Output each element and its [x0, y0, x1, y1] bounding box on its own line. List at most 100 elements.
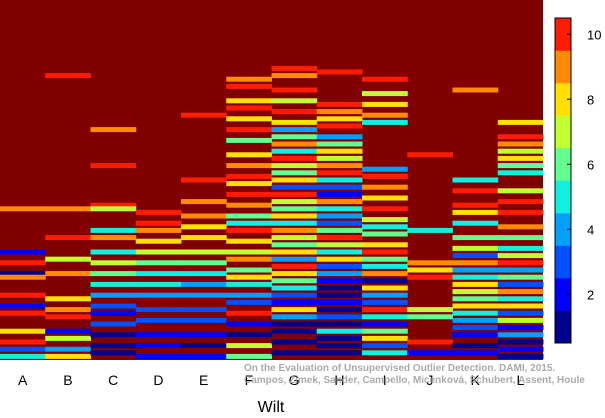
stripe-H-14 [316, 199, 363, 205]
stripe-K-0 [452, 87, 499, 93]
stripe-L-25 [497, 339, 544, 345]
stripe-K-7 [452, 245, 499, 251]
x-tick-label-F: F [245, 372, 254, 388]
stripe-I-2 [362, 101, 408, 107]
stripe-B-3 [45, 256, 91, 262]
stripe-H-8 [316, 155, 363, 161]
stripe-I-15 [362, 256, 408, 262]
colorbar-tick-label-6: 6 [587, 157, 594, 172]
stripe-C-12 [90, 310, 137, 316]
stripe-F-11 [226, 191, 272, 197]
stripe-A-4 [0, 274, 46, 280]
stripe-K-18 [452, 325, 499, 331]
x-tick-label-I: I [383, 372, 387, 388]
stripe-G-27 [271, 278, 318, 284]
stripe-D-10 [135, 317, 182, 323]
stripe-H-21 [316, 249, 363, 255]
stripe-G-8 [271, 141, 318, 147]
colorbar-tick-label-2: 2 [587, 287, 594, 302]
stripe-H-16 [316, 213, 363, 219]
stripe-G-20 [271, 227, 318, 233]
x-tick-label-H: H [334, 372, 344, 388]
stripe-K-14 [452, 296, 499, 302]
stripe-G-23 [271, 249, 318, 255]
stripe-A-2 [0, 260, 46, 266]
stripe-H-27 [316, 292, 363, 298]
stripe-F-21 [226, 281, 272, 287]
stripe-J-5 [407, 307, 453, 313]
stripe-G-1 [271, 73, 318, 79]
stripe-H-5 [316, 134, 363, 140]
x-tick-label-B: B [63, 372, 72, 388]
stripe-L-5 [497, 163, 544, 169]
stripe-A-7 [0, 310, 46, 316]
stripe-F-8 [226, 163, 272, 169]
stripe-I-28 [362, 350, 408, 356]
colorbar: 2 4 6 8 10 [554, 17, 601, 344]
stripe-D-8 [135, 292, 182, 298]
stripe-E-7 [181, 260, 227, 266]
stripe-A-6 [0, 303, 46, 309]
stripe-I-6 [362, 173, 408, 179]
stripe-F-27 [226, 343, 272, 349]
stripe-G-33 [271, 321, 318, 327]
colorbar-segment-8 [555, 83, 571, 116]
stripe-H-6 [316, 141, 363, 147]
stripe-K-8 [452, 253, 499, 259]
stripe-E-2 [181, 199, 227, 205]
stripe-K-11 [452, 274, 499, 280]
stripe-C-9 [90, 281, 137, 287]
colorbar-tick-label-10: 10 [587, 27, 601, 42]
stripe-H-4 [316, 123, 363, 129]
stripe-B-4 [45, 271, 91, 277]
stripe-E-4 [181, 224, 227, 230]
stripe-G-13 [271, 177, 318, 183]
stripe-H-32 [316, 328, 363, 334]
stripe-F-17 [226, 249, 272, 255]
stripe-H-31 [316, 321, 363, 327]
stripe-G-19 [271, 220, 318, 226]
colorbar-segment-10 [555, 18, 571, 51]
stripe-C-11 [90, 303, 137, 309]
stripe-F-14 [226, 220, 272, 226]
watermark-line-1: On the Evaluation of Unsupervised Outlie… [244, 363, 555, 374]
stripe-E-11 [181, 307, 227, 313]
stripe-G-24 [271, 256, 318, 262]
stripe-D-11 [135, 332, 182, 338]
stripe-H-17 [316, 220, 363, 226]
stripe-B-6 [45, 307, 91, 313]
stripe-F-28 [226, 353, 272, 359]
x-axis-label: Wilt [258, 399, 285, 413]
stripe-L-20 [497, 303, 544, 309]
stripe-J-8 [407, 350, 453, 356]
stripe-D-12 [135, 343, 182, 349]
stripe-G-36 [271, 350, 318, 356]
stripe-H-23 [316, 263, 363, 269]
stripe-I-22 [362, 307, 408, 313]
stripe-L-0 [497, 119, 544, 125]
colorbar-segment-4 [555, 213, 571, 246]
stripe-I-8 [362, 195, 408, 201]
stripe-L-10 [497, 224, 544, 230]
stripe-G-10 [271, 155, 318, 161]
colorbar-tick-label-4: 4 [587, 222, 594, 237]
stripe-I-17 [362, 271, 408, 277]
stripe-F-13 [226, 213, 272, 219]
stripe-F-20 [226, 274, 272, 280]
stripe-B-11 [45, 353, 91, 359]
stripe-H-13 [316, 191, 363, 197]
heatmap-stripes [0, 65, 544, 359]
stripe-J-3 [407, 267, 453, 273]
stripe-J-7 [407, 339, 453, 345]
stripe-I-4 [362, 119, 408, 125]
stripe-L-4 [497, 155, 544, 161]
x-tick-label-D: D [153, 372, 163, 388]
stripe-F-12 [226, 202, 272, 208]
stripe-E-8 [181, 271, 227, 277]
stripe-C-8 [90, 271, 137, 277]
stripe-G-3 [271, 98, 318, 104]
stripe-L-2 [497, 141, 544, 147]
stripe-H-26 [316, 285, 363, 291]
